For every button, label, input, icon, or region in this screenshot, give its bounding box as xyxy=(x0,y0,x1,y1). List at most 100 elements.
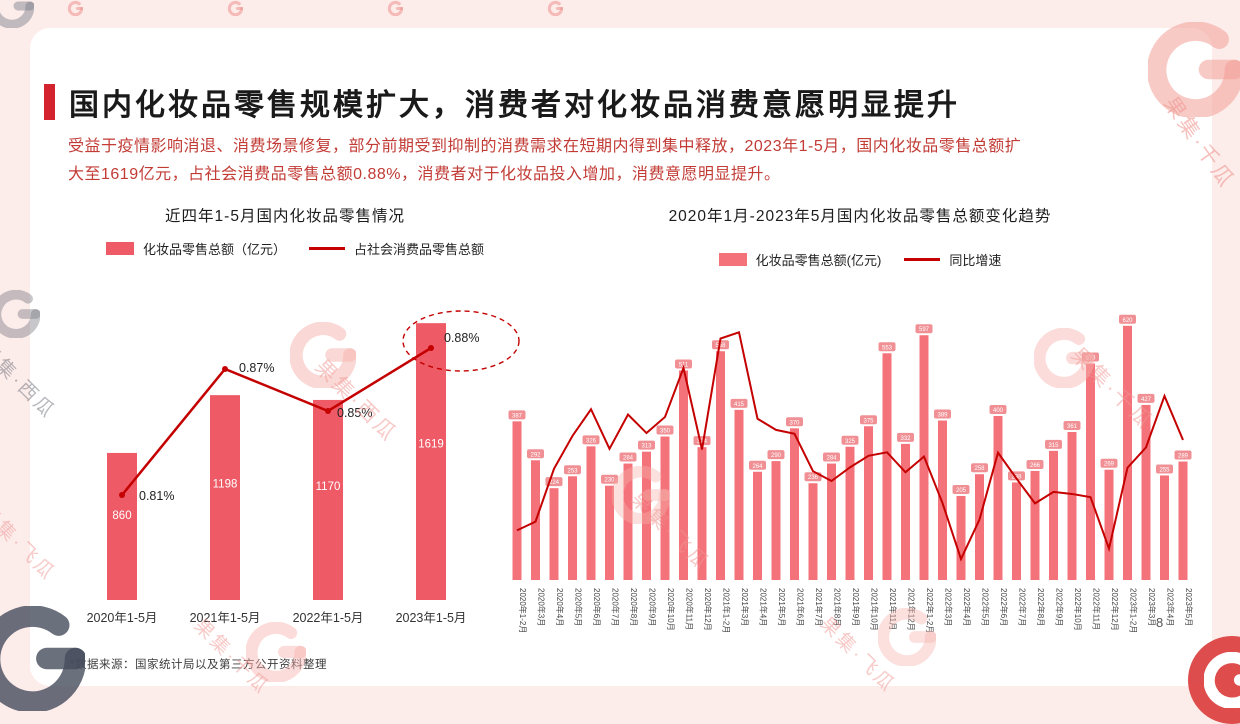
line-series-swatch xyxy=(904,258,941,261)
x-axis-label: 2022年1-5月 xyxy=(293,611,364,625)
x-axis-label: 2022年3月 xyxy=(944,588,954,626)
subtitle-paragraph: 受益于疫情影响消退、消费场景修复，部分前期受到抑制的消费需求在短期内得到集中释放… xyxy=(68,133,1178,189)
chart2-legend: 化妆品零售总额(亿元) 同比增速 xyxy=(540,250,1180,269)
x-axis-label: 2021年12月 xyxy=(907,588,917,631)
guoji-logo-icon xyxy=(548,1,563,16)
bar-value-tag xyxy=(1082,352,1099,362)
bar-value-tag xyxy=(638,440,655,450)
bar-value-label: 1619 xyxy=(418,439,444,451)
x-axis-label: 2021年11月 xyxy=(888,588,898,630)
bar-value-label: 361 xyxy=(1067,424,1078,430)
x-axis-label: 2020年12月 xyxy=(703,588,713,631)
bar-value-tag xyxy=(693,436,711,446)
x-axis-label: 2020年10月 xyxy=(666,588,676,631)
bar-value-tag xyxy=(675,359,692,369)
bar xyxy=(771,461,781,580)
title-accent-bar xyxy=(44,84,55,120)
bar xyxy=(107,452,137,600)
bar-value-tag xyxy=(786,417,803,427)
bar xyxy=(734,409,744,580)
bar-value-tag xyxy=(1174,450,1192,460)
bar-value-tag xyxy=(712,340,729,350)
guoji-logo-icon xyxy=(68,1,83,16)
legend-label-line: 同比增速 xyxy=(949,253,1002,268)
line-series-swatch xyxy=(309,247,345,250)
bar-value-label: 1198 xyxy=(213,478,238,490)
bar xyxy=(416,323,446,600)
bar-value-tag xyxy=(508,410,526,420)
line-value-label: 0.85% xyxy=(337,406,372,420)
bar xyxy=(586,446,596,580)
bar-value-label: 400 xyxy=(993,408,1004,414)
bar-value-label: 558 xyxy=(715,343,726,349)
bar-value-tag xyxy=(1119,314,1136,324)
bar-value-label: 205 xyxy=(956,488,967,494)
legend-label-bars: 化妆品零售总额(亿元) xyxy=(755,253,882,268)
bar-value-label: 269 xyxy=(1104,462,1115,468)
bar xyxy=(827,463,836,580)
bar-value-tag xyxy=(952,484,970,494)
bar xyxy=(549,488,559,580)
bar xyxy=(660,436,670,580)
x-axis-label: 2020年5月 xyxy=(574,588,584,626)
bar-value-tag xyxy=(1137,393,1155,403)
bar xyxy=(623,463,633,580)
x-axis-label: 2022年5月 xyxy=(981,588,991,626)
bar-value-tag xyxy=(527,449,544,459)
x-axis-label: 2022年8月 xyxy=(1036,588,1046,626)
bar-value-tag xyxy=(934,409,951,419)
line-value-label: 0.87% xyxy=(239,361,274,375)
bar xyxy=(1012,482,1021,580)
bar-value-label: 860 xyxy=(112,510,131,522)
bar xyxy=(642,451,651,580)
legend-label-bars: 化妆品零售总额（亿元） xyxy=(142,242,286,257)
bar-value-tag xyxy=(841,435,859,445)
bar-value-label: 284 xyxy=(623,456,634,462)
x-axis-label: 2021年6月 xyxy=(796,588,806,626)
x-axis-label: 2020年8月 xyxy=(629,588,639,626)
chart1-legend: 化妆品零售总额（亿元） 占社会消费品零售总额 xyxy=(70,239,520,258)
bar xyxy=(1030,470,1040,580)
bar xyxy=(975,474,984,580)
page-title: 国内化妆品零售规模扩大，消费者对化妆品消费意愿明显提升 xyxy=(69,89,960,122)
bar-value-label: 375 xyxy=(863,418,874,424)
chart2-title: 2020年1月-2023年5月国内化妆品零售总额变化趋势 xyxy=(668,208,1052,225)
bar-value-tag xyxy=(878,342,896,352)
bar-value-label: 387 xyxy=(512,413,523,419)
bar-value-label: 292 xyxy=(530,452,541,458)
bar xyxy=(679,370,688,580)
x-axis-label: 2022年11月 xyxy=(1092,588,1102,630)
legend-label-line: 占社会消费品零售总额 xyxy=(354,242,485,257)
bar-value-label: 284 xyxy=(826,456,837,462)
bar-value-label: 370 xyxy=(789,420,800,426)
bar xyxy=(993,416,1003,580)
bar-value-tag xyxy=(656,425,674,435)
x-axis-label: 2023年1-2月 xyxy=(1129,588,1139,633)
x-axis-label: 2020年11月 xyxy=(685,588,695,630)
bar-value-label: 415 xyxy=(734,402,745,408)
bar-value-label: 620 xyxy=(1122,318,1133,324)
bar xyxy=(512,421,522,580)
bar xyxy=(313,399,343,600)
bar xyxy=(901,443,910,580)
bar-value-label: 553 xyxy=(882,345,893,351)
x-axis-label: 2020年1-5月 xyxy=(87,611,158,625)
bar-value-tag xyxy=(1045,439,1062,449)
bar-series-swatch xyxy=(105,242,134,255)
guoji-logo-icon xyxy=(0,0,34,28)
bar xyxy=(210,395,240,600)
x-axis-label: 2021年5月 xyxy=(777,588,787,626)
bar xyxy=(864,426,873,580)
x-axis-label: 2022年6月 xyxy=(999,588,1009,626)
bar-value-label: 236 xyxy=(808,475,819,481)
line-value-label: 0.81% xyxy=(139,489,174,503)
bar xyxy=(716,351,725,580)
bar-value-tag xyxy=(1026,459,1044,469)
x-axis-label: 2022年7月 xyxy=(1018,588,1028,626)
x-axis-label: 2020年9月 xyxy=(648,588,658,626)
x-axis-label: 2022年4月 xyxy=(962,588,972,626)
bar xyxy=(956,495,966,580)
bar-value-tag xyxy=(767,450,785,460)
x-axis-label: 2022年1-2月 xyxy=(925,588,935,633)
